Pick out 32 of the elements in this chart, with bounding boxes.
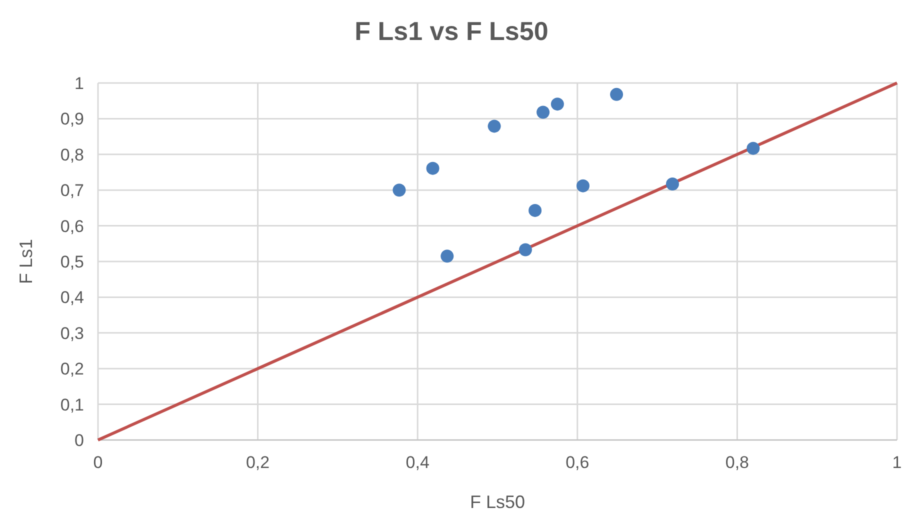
point — [528, 204, 542, 217]
point — [550, 98, 564, 111]
point — [610, 88, 624, 101]
y-axis-title: F Ls1 — [16, 238, 36, 284]
chart-title: F Ls1 vs F Ls50 — [354, 16, 548, 46]
x-tick-label: 0,4 — [406, 453, 430, 472]
x-axis-title: F Ls50 — [470, 492, 526, 512]
y-tick-label: 0,3 — [60, 324, 84, 343]
point — [392, 184, 406, 197]
point — [746, 142, 760, 155]
point — [518, 243, 532, 256]
x-tick-label: 0,2 — [246, 453, 270, 472]
x-tick-label: 1 — [892, 453, 902, 472]
y-tick-label: 0,7 — [60, 181, 84, 200]
y-tick-label: 0 — [74, 430, 84, 450]
point — [488, 120, 501, 133]
y-tick-label: 1 — [74, 74, 84, 93]
y-tick-label: 0,8 — [60, 145, 84, 164]
y-tick-label: 0,9 — [60, 110, 84, 129]
point — [440, 250, 454, 263]
x-tick-label: 0 — [93, 453, 103, 472]
y-tick-label: 0,5 — [60, 252, 84, 272]
point — [666, 178, 679, 191]
point — [576, 179, 590, 192]
x-tick-label: 0,8 — [725, 453, 750, 472]
y-tick-label: 0,2 — [60, 360, 84, 379]
point — [536, 106, 550, 119]
x-tick-label: 0,6 — [566, 453, 590, 472]
y-tick-label: 0,6 — [60, 216, 84, 236]
y-tick-label: 0,4 — [60, 288, 84, 308]
y-tick-label: 0,1 — [60, 395, 84, 414]
point — [426, 162, 440, 175]
